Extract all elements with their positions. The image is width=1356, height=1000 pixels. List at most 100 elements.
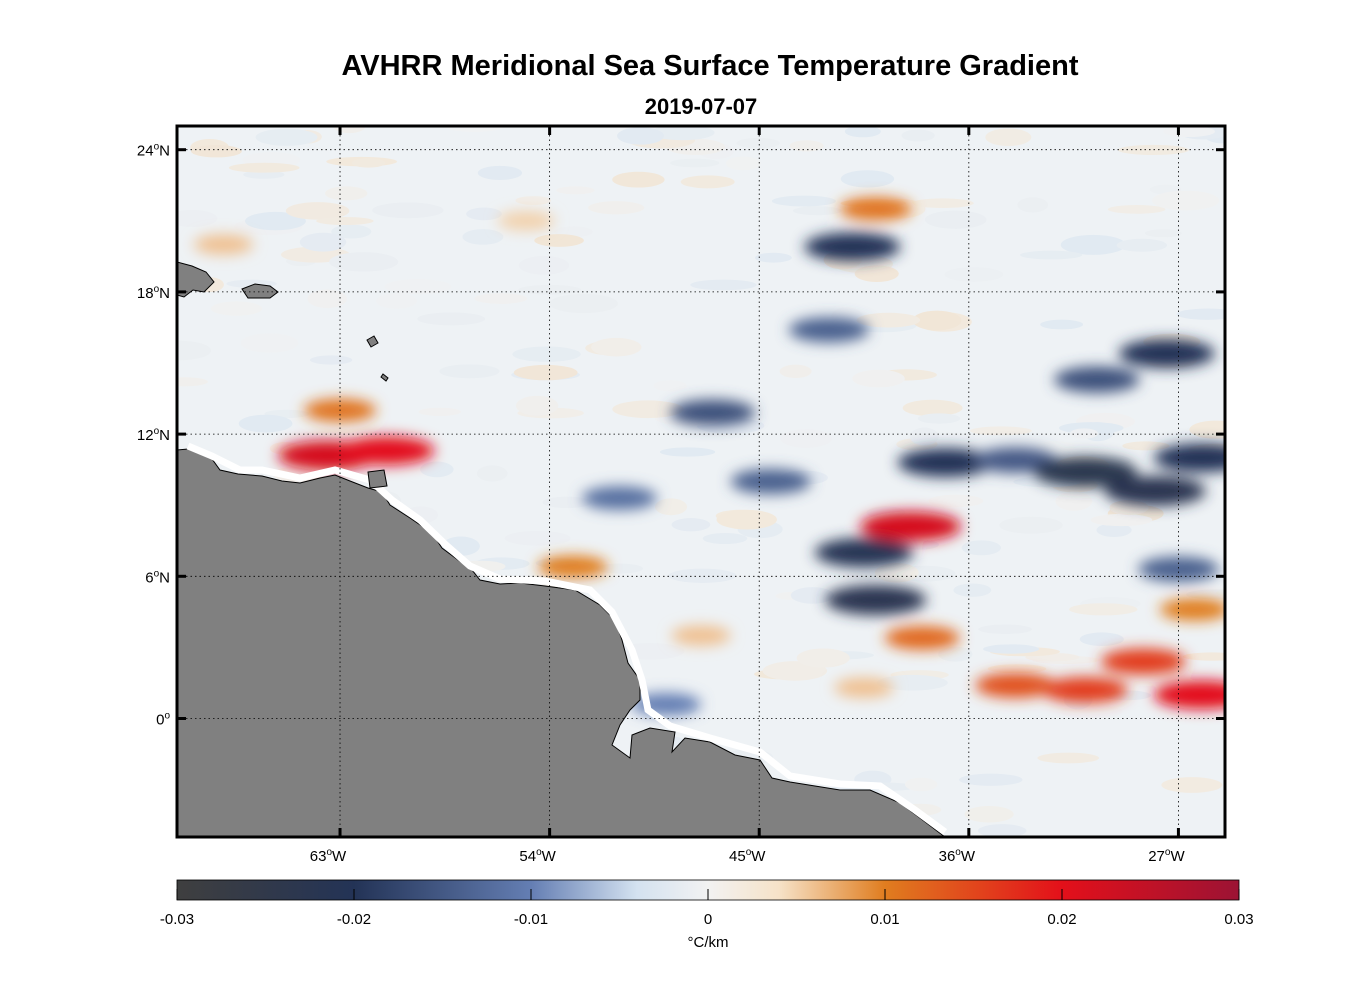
texture-blob [659,447,716,457]
texture-blob [987,664,1047,674]
texture-blob [612,171,665,188]
lat-label: 18oN [137,284,170,302]
degree-symbol: o [536,847,542,858]
texture-blob [985,128,1032,147]
anomaly-blob [1104,475,1206,507]
anomaly-blob [1138,556,1219,582]
texture-blob [512,346,581,362]
lat-label-degrees: 6 [145,569,153,586]
texture-blob [779,364,812,379]
texture-blob [874,563,919,583]
lon-label-degrees: 27 [1148,848,1165,865]
anomaly-blob [804,232,901,262]
anomaly-blob [973,447,1057,473]
texture-blob [654,498,688,516]
colorbar-tick-label: 0.02 [1047,911,1076,928]
texture-blob [331,224,372,239]
texture-blob [669,158,720,168]
texture-blob [716,509,777,530]
texture-blob [1163,126,1215,138]
texture-blob [477,165,523,180]
anomaly-blob [581,486,658,510]
texture-blob [1060,234,1126,255]
texture-blob [462,229,504,245]
texture-blob [653,380,687,392]
texture-blob [549,293,619,314]
texture-blob [725,156,761,171]
lon-label-degrees: 54 [519,848,536,865]
texture-blob [983,644,1040,654]
texture-blob [944,267,1004,282]
texture-blob [238,414,293,433]
texture-blob [999,516,1063,534]
lat-label-hemisphere: N [159,569,170,586]
texture-blob [542,496,592,509]
texture-blob [668,568,737,583]
lat-label-degrees: 24 [137,143,154,160]
degree-symbol: o [955,847,961,858]
lat-label-degrees: 0 [156,712,164,729]
texture-blob [515,395,559,416]
texture-blob [736,137,781,149]
texture-blob [650,126,715,141]
lon-label-degrees: 36 [939,848,956,865]
texture-blob [780,429,833,448]
texture-blob [325,186,368,201]
texture-blob [796,648,850,668]
lat-label-degrees: 18 [137,285,154,302]
map-border [175,124,1227,839]
texture-blob [191,145,242,158]
map-title: AVHRR Meridional Sea Surface Temperature… [341,50,1078,82]
texture-blob [844,126,881,138]
texture-blob [904,777,938,792]
anomaly-blob [1159,598,1225,621]
lat-label: 12oN [137,426,170,444]
texture-blob [420,461,454,478]
colorbar-tick-label: -0.02 [337,911,371,928]
colorbar-tick-label: 0.03 [1224,911,1253,928]
texture-blob [961,540,1002,556]
texture-blob [418,407,461,417]
texture-blob [417,312,486,326]
anomaly-blob [825,584,927,616]
texture-blob [333,126,366,134]
texture-blob [792,206,842,216]
texture-blob [1186,589,1225,600]
lon-label-hemisphere: W [961,848,976,865]
texture-blob [789,140,824,152]
degree-symbol: o [326,847,332,858]
texture-blob [351,158,386,168]
puerto-rico-island [241,283,279,299]
lon-label-degrees: 45 [729,848,746,865]
texture-blob [1040,319,1084,330]
texture-blob [978,624,1032,635]
texture-blob [1151,190,1220,211]
texture-blob [1144,229,1182,238]
texture-blob [928,494,984,508]
degree-symbol: o [154,142,160,153]
texture-blob [959,773,1023,786]
anomaly-blob [193,234,254,255]
texture-blob [1182,652,1225,661]
texture-blob [690,279,757,291]
colorbar-tick-label: -0.03 [160,911,194,928]
anomaly-blob [1033,456,1138,488]
texture-blob [854,265,899,282]
texture-blob [876,674,948,691]
anomaly-blob [884,626,960,650]
texture-blob [240,333,299,353]
colorbar-tick-label: -0.01 [514,911,548,928]
texture-blob [1069,603,1138,616]
texture-blob [1189,420,1225,439]
trinidad-island [367,469,388,489]
anomaly-blob [897,448,994,477]
texture-blob [177,340,212,361]
lon-label: 45oW [729,847,766,865]
lon-label: 54oW [519,847,556,865]
texture-blob [285,202,350,220]
texture-blob [917,413,961,424]
texture-blob [228,162,300,173]
texture-blob [210,301,263,316]
anomaly-blob [788,317,870,343]
